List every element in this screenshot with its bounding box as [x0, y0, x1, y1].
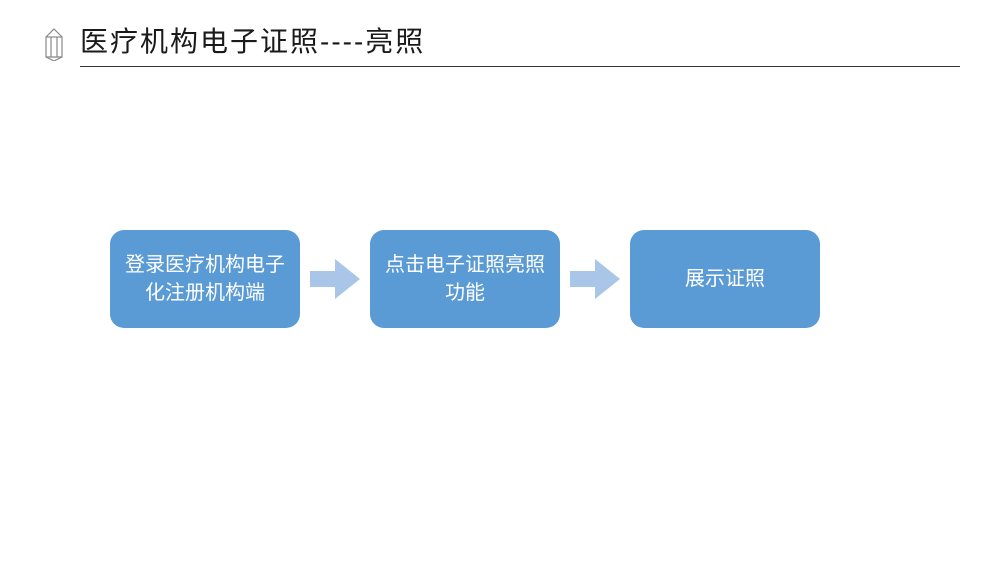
- flow-node-label: 登录医疗机构电子化注册机构端: [124, 251, 286, 307]
- title-underline: 医疗机构电子证照----亮照: [80, 20, 960, 67]
- flow-node-display: 展示证照: [630, 230, 820, 328]
- arrow-icon: [570, 259, 620, 299]
- flow-node-label: 点击电子证照亮照功能: [384, 251, 546, 307]
- flowchart: 登录医疗机构电子化注册机构端 点击电子证照亮照功能 展示证照: [110, 230, 820, 328]
- pencil-icon: [40, 27, 68, 61]
- flow-node-click: 点击电子证照亮照功能: [370, 230, 560, 328]
- flow-node-login: 登录医疗机构电子化注册机构端: [110, 230, 300, 328]
- arrow-icon: [310, 259, 360, 299]
- page-title: 医疗机构电子证照----亮照: [80, 20, 960, 60]
- slide-header: 医疗机构电子证照----亮照: [40, 20, 960, 67]
- flow-node-label: 展示证照: [685, 265, 765, 293]
